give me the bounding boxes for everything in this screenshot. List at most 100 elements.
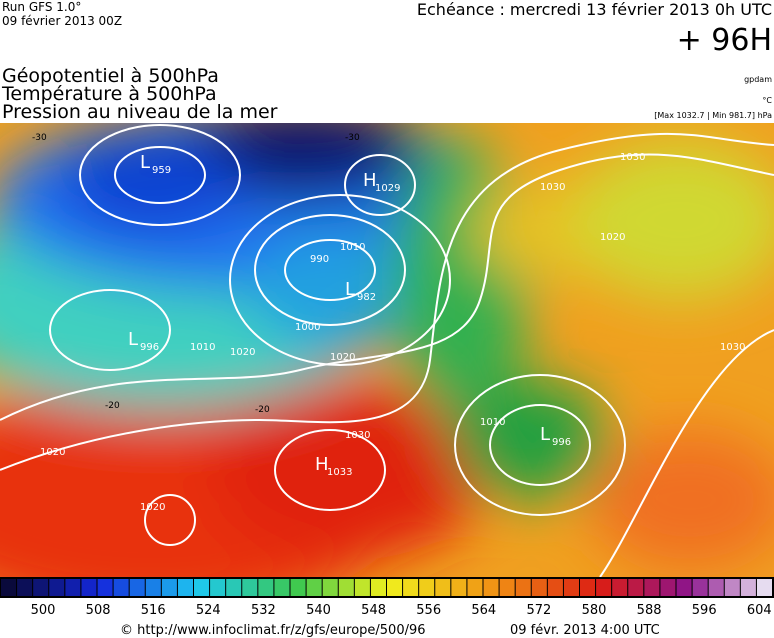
color-swatch — [644, 579, 660, 596]
color-swatch — [290, 579, 306, 596]
unit: [Max 1032.7 | Min 981.7] hPa — [654, 111, 772, 120]
color-swatch — [354, 579, 370, 596]
colorbar-label: 572 — [526, 603, 551, 618]
color-swatch — [676, 579, 692, 596]
center-letter: L — [128, 329, 138, 350]
color-swatch — [628, 579, 644, 596]
color-swatch — [226, 579, 242, 596]
colorbar-label: 556 — [416, 603, 441, 618]
generated: 09 févr. 2013 4:00 UTC — [510, 623, 660, 638]
isobar-label: 1030 — [540, 182, 565, 193]
map — [0, 123, 774, 577]
color-swatch — [515, 579, 531, 596]
unit: °C — [762, 96, 772, 105]
color-swatch — [467, 579, 483, 596]
color-swatch — [387, 579, 403, 596]
center-value: 959 — [152, 165, 171, 176]
isobar-label: 1020 — [230, 347, 255, 358]
isobar-label: 1020 — [330, 352, 355, 363]
colorbar-label: 532 — [251, 603, 276, 618]
color-swatch — [451, 579, 467, 596]
color-swatch — [499, 579, 515, 596]
layer: Température à 500hPa — [1, 83, 217, 105]
lead-time: + 96H — [677, 23, 772, 58]
color-swatch — [563, 579, 579, 596]
colorbar-label: 604 — [747, 603, 772, 618]
isobar-label: 1030 — [620, 152, 645, 163]
isobar-label: 1030 — [345, 430, 370, 441]
color-swatch — [338, 579, 354, 596]
color-swatch — [177, 579, 193, 596]
color-swatch — [596, 579, 612, 596]
color-swatch — [370, 579, 386, 596]
colorbar-label: 580 — [582, 603, 607, 618]
temperature-label: -30 — [32, 133, 47, 143]
colorbar-label: 588 — [637, 603, 662, 618]
color-swatch — [97, 579, 113, 596]
color-swatch — [161, 579, 177, 596]
colorbar — [1, 579, 772, 596]
unit: gpdam — [744, 75, 772, 84]
run-date: 09 février 2013 00Z — [2, 14, 122, 28]
run: Run GFS 1.0° — [2, 0, 81, 14]
isobar-label: 1010 — [190, 342, 215, 353]
colorbar-label: 564 — [471, 603, 496, 618]
isobar-label: 1030 — [720, 342, 745, 353]
color-swatch — [756, 579, 772, 596]
colorbar-label: 540 — [306, 603, 331, 618]
color-swatch — [274, 579, 290, 596]
color-swatch — [81, 579, 97, 596]
color-swatch — [419, 579, 435, 596]
isobar-label: 1000 — [295, 322, 320, 333]
center-value: 1033 — [327, 467, 352, 478]
center-letter: H — [363, 170, 377, 191]
color-swatch — [531, 579, 547, 596]
isobar-label: 1020 — [600, 232, 625, 243]
colorbar-label: 516 — [141, 603, 166, 618]
color-swatch — [547, 579, 563, 596]
center-letter: L — [140, 152, 150, 173]
color-swatch — [258, 579, 274, 596]
forecast: Echéance : mercredi 13 février 2013 0h U… — [417, 0, 772, 19]
source: © http://www.infoclimat.fr/z/gfs/europe/… — [120, 623, 426, 638]
center-value: 996 — [552, 437, 571, 448]
color-swatch — [612, 579, 628, 596]
center-value: 1029 — [375, 183, 400, 194]
color-swatch — [33, 579, 49, 596]
layer: Géopotentiel à 500hPa — [2, 65, 219, 87]
isobar-label: 1010 — [480, 417, 505, 428]
colorbar-label: 524 — [196, 603, 221, 618]
layer: Pression au niveau de la mer — [2, 101, 278, 123]
center-letter: L — [540, 424, 550, 445]
isobar-label: 1020 — [40, 447, 65, 458]
color-swatch — [708, 579, 724, 596]
color-swatch — [580, 579, 596, 596]
color-swatch — [145, 579, 161, 596]
colorbar-label: 500 — [31, 603, 56, 618]
color-swatch — [49, 579, 65, 596]
color-swatch — [403, 579, 419, 596]
colorbar-label: 508 — [86, 603, 111, 618]
color-swatch — [17, 579, 33, 596]
isobar-label: 990 — [310, 254, 329, 265]
colorbar-label: 548 — [361, 603, 386, 618]
isobar-label: 1010 — [340, 242, 365, 253]
color-swatch — [692, 579, 708, 596]
color-swatch — [129, 579, 145, 596]
color-swatch — [724, 579, 740, 596]
center-value: 996 — [140, 342, 159, 353]
color-swatch — [210, 579, 226, 596]
color-swatch — [435, 579, 451, 596]
color-swatch — [194, 579, 210, 596]
color-swatch — [113, 579, 129, 596]
center-letter: L — [345, 279, 355, 300]
isobar-label: 1020 — [140, 502, 165, 513]
color-swatch — [306, 579, 322, 596]
color-swatch — [660, 579, 676, 596]
color-swatch — [740, 579, 756, 596]
temperature-label: -20 — [105, 401, 120, 411]
color-swatch — [242, 579, 258, 596]
color-swatch — [322, 579, 338, 596]
temperature-label: -20 — [255, 405, 270, 415]
